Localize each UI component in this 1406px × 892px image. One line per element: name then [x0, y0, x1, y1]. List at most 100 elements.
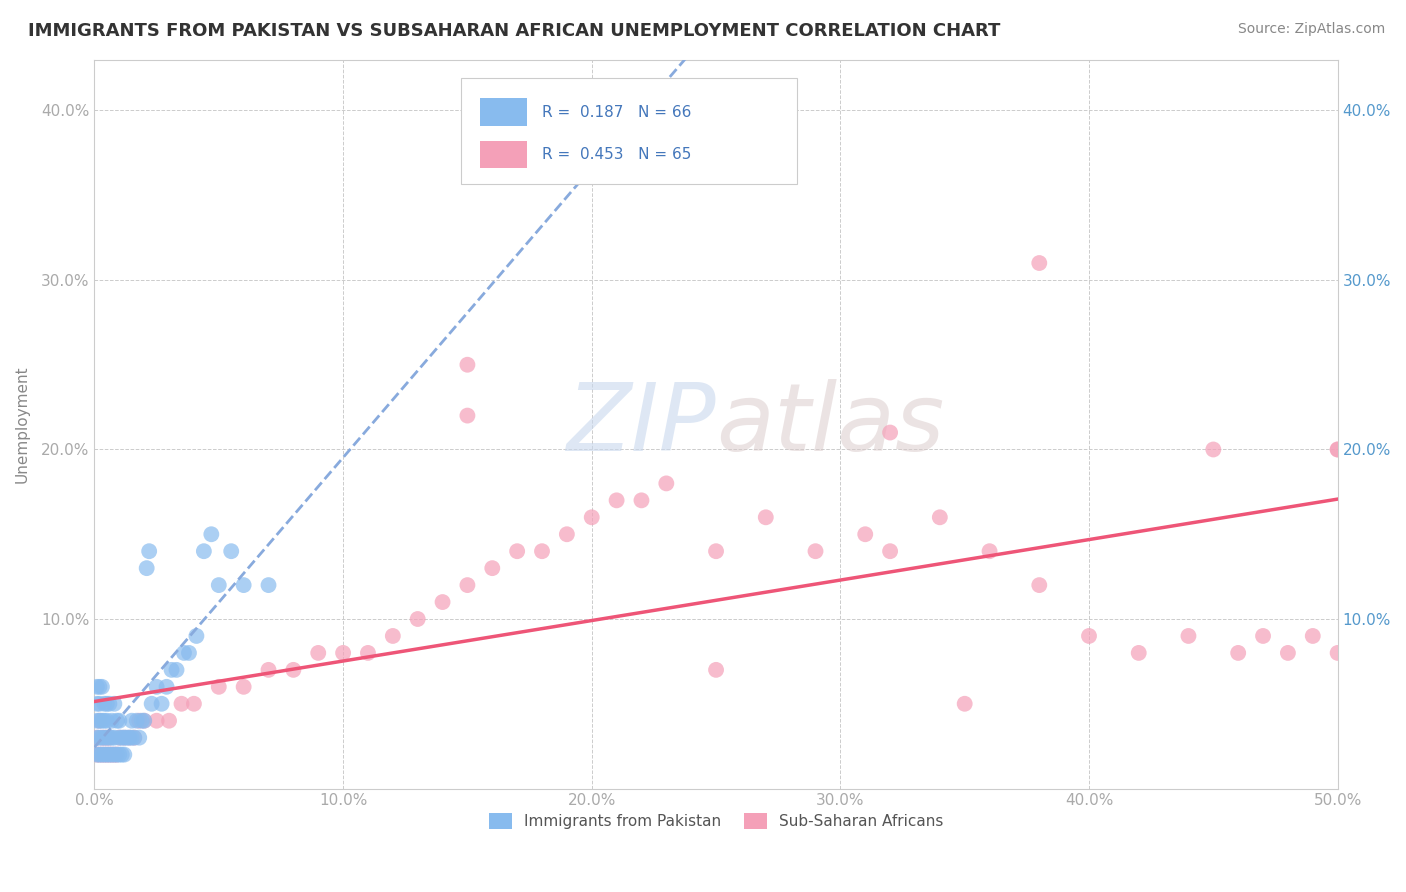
Point	[755, 510, 778, 524]
Point	[655, 476, 678, 491]
Point	[121, 731, 143, 745]
Point	[150, 697, 173, 711]
Point	[134, 714, 156, 728]
Text: IMMIGRANTS FROM PAKISTAN VS SUBSAHARAN AFRICAN UNEMPLOYMENT CORRELATION CHART: IMMIGRANTS FROM PAKISTAN VS SUBSAHARAN A…	[28, 22, 1001, 40]
Point	[111, 747, 134, 762]
Point	[112, 731, 135, 745]
Point	[90, 731, 112, 745]
Point	[90, 747, 112, 762]
Point	[103, 697, 125, 711]
Point	[157, 714, 180, 728]
Point	[89, 714, 111, 728]
Point	[101, 747, 124, 762]
Point	[853, 527, 876, 541]
Point	[105, 714, 128, 728]
Point	[160, 663, 183, 677]
Point	[1277, 646, 1299, 660]
Point	[96, 747, 118, 762]
Point	[432, 595, 454, 609]
Point	[177, 646, 200, 660]
Point	[606, 493, 628, 508]
Point	[1326, 442, 1348, 457]
Point	[90, 731, 112, 745]
Point	[98, 747, 121, 762]
Point	[456, 358, 478, 372]
Point	[86, 747, 108, 762]
Point	[93, 747, 115, 762]
Point	[93, 731, 115, 745]
Point	[86, 714, 108, 728]
Point	[105, 747, 128, 762]
Y-axis label: Unemployment: Unemployment	[15, 365, 30, 483]
Point	[89, 747, 111, 762]
Point	[581, 510, 603, 524]
Point	[98, 731, 121, 745]
Point	[1078, 629, 1101, 643]
Point	[90, 714, 112, 728]
Text: R =  0.187   N = 66: R = 0.187 N = 66	[541, 104, 692, 120]
FancyBboxPatch shape	[479, 98, 527, 126]
Point	[1177, 629, 1199, 643]
Point	[103, 747, 125, 762]
Point	[135, 561, 157, 575]
Point	[108, 731, 131, 745]
Point	[307, 646, 329, 660]
Point	[89, 697, 111, 711]
Point	[232, 578, 254, 592]
Point	[115, 731, 138, 745]
Point	[86, 731, 108, 745]
Point	[108, 747, 131, 762]
Point	[208, 578, 231, 592]
Point	[93, 747, 115, 762]
Point	[96, 747, 118, 762]
Point	[232, 680, 254, 694]
Point	[704, 663, 727, 677]
Point	[145, 680, 167, 694]
Point	[121, 714, 143, 728]
Point	[108, 731, 131, 745]
Point	[257, 578, 280, 592]
Point	[357, 646, 380, 660]
FancyBboxPatch shape	[461, 78, 797, 184]
Point	[173, 646, 195, 660]
Point	[89, 680, 111, 694]
Point	[879, 425, 901, 440]
Text: R =  0.453   N = 65: R = 0.453 N = 65	[541, 147, 692, 161]
Text: atlas: atlas	[716, 378, 945, 469]
Point	[128, 731, 150, 745]
Point	[86, 747, 108, 762]
Point	[456, 409, 478, 423]
Point	[145, 714, 167, 728]
Point	[879, 544, 901, 558]
Point	[1302, 629, 1324, 643]
Point	[208, 680, 231, 694]
Point	[200, 527, 222, 541]
Point	[118, 731, 141, 745]
FancyBboxPatch shape	[479, 141, 527, 169]
Point	[1028, 578, 1050, 592]
Point	[1028, 256, 1050, 270]
Point	[170, 697, 193, 711]
Point	[90, 680, 112, 694]
Point	[481, 561, 503, 575]
Point	[131, 714, 153, 728]
Point	[506, 544, 529, 558]
Point	[257, 663, 280, 677]
Point	[103, 747, 125, 762]
Point	[101, 714, 124, 728]
Text: ZIP: ZIP	[567, 378, 716, 469]
Point	[530, 544, 553, 558]
Point	[125, 714, 148, 728]
Point	[134, 714, 156, 728]
Point	[98, 747, 121, 762]
Point	[108, 714, 131, 728]
Point	[122, 731, 145, 745]
Point	[186, 629, 208, 643]
Point	[112, 731, 135, 745]
Point	[89, 714, 111, 728]
Point	[138, 544, 160, 558]
Point	[193, 544, 215, 558]
Point	[122, 731, 145, 745]
Point	[381, 629, 404, 643]
Point	[166, 663, 188, 677]
